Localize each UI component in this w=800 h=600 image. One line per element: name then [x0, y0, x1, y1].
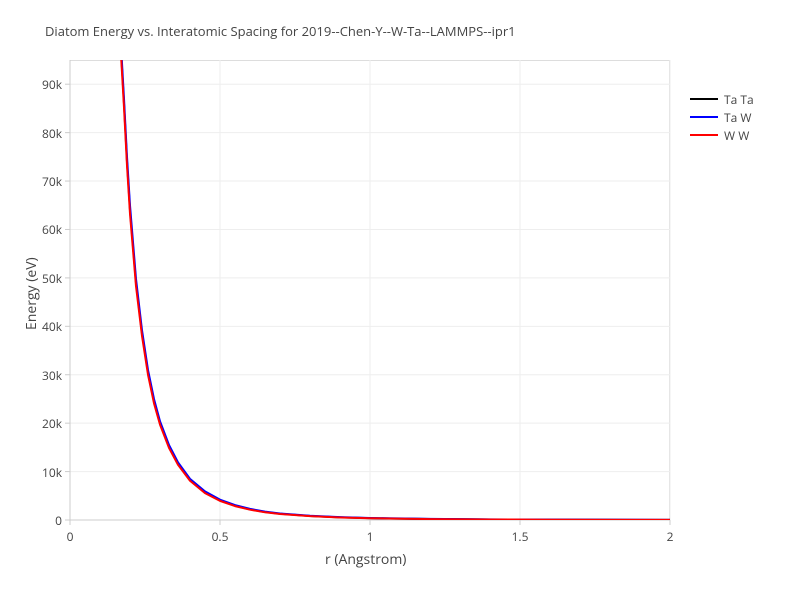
legend-item[interactable]: Ta W — [690, 108, 754, 126]
series-line[interactable] — [121, 45, 670, 519]
y-tick-label: 30k — [22, 367, 62, 384]
legend-label: Ta W — [724, 109, 751, 126]
chart-container: Diatom Energy vs. Interatomic Spacing fo… — [0, 0, 800, 600]
plot-svg — [0, 0, 800, 600]
series-line[interactable] — [121, 50, 670, 520]
legend-swatch — [690, 116, 718, 118]
x-tick-label: 2 — [650, 528, 690, 545]
x-tick-label: 1 — [350, 528, 390, 545]
y-tick-label: 40k — [22, 318, 62, 335]
y-tick-label: 70k — [22, 173, 62, 190]
y-tick-label: 0 — [22, 512, 62, 529]
legend-item[interactable]: W W — [690, 126, 754, 144]
legend-item[interactable]: Ta Ta — [690, 90, 754, 108]
y-tick-label: 20k — [22, 415, 62, 432]
legend-label: Ta Ta — [724, 91, 754, 108]
y-tick-label: 60k — [22, 221, 62, 238]
x-tick-label: 0.5 — [200, 528, 240, 545]
x-tick-label: 1.5 — [500, 528, 540, 545]
x-axis-label: r (Angstrom) — [325, 550, 406, 569]
x-tick-label: 0 — [50, 528, 90, 545]
legend-label: W W — [724, 127, 749, 144]
legend-swatch — [690, 134, 718, 136]
y-tick-label: 10k — [22, 464, 62, 481]
y-tick-label: 80k — [22, 125, 62, 142]
series-line[interactable] — [121, 55, 670, 520]
y-tick-label: 90k — [22, 76, 62, 93]
legend-swatch — [690, 98, 718, 100]
legend[interactable]: Ta TaTa WW W — [690, 90, 754, 144]
y-tick-label: 50k — [22, 270, 62, 287]
